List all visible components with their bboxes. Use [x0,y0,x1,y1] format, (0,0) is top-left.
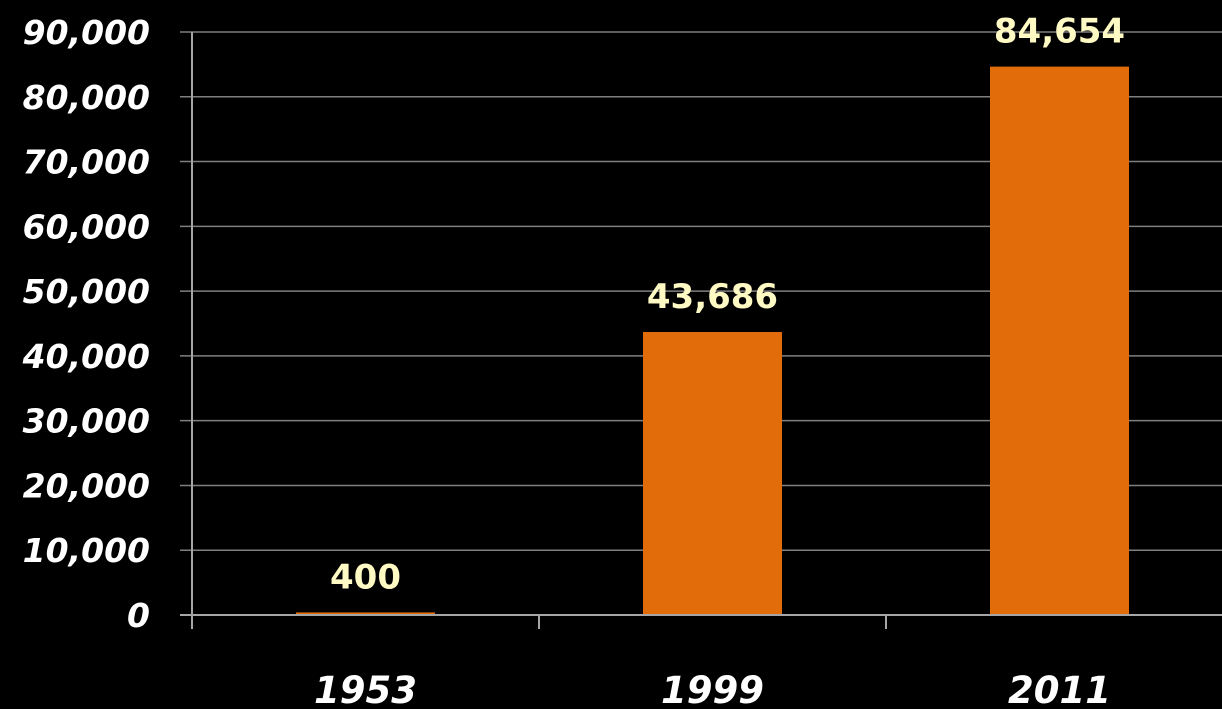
y-tick-label: 0 [127,596,150,635]
x-tick-label-1999: 1999 [661,669,764,709]
y-tick-label: 90,000 [23,13,150,52]
x-tick-label-1953: 1953 [314,669,417,709]
data-label-2011: 84,654 [994,12,1125,52]
bar-1953 [296,612,435,615]
bar-1999 [643,332,782,615]
y-tick-label: 40,000 [22,337,150,376]
x-tick-labels: 1953 1999 2011 [314,669,1111,709]
y-tick-label: 80,000 [23,78,150,117]
bars [296,66,1129,616]
axes [180,32,1222,629]
y-tick-label: 20,000 [23,466,150,505]
y-tick-label: 60,000 [23,207,150,246]
data-label-1953: 400 [330,557,401,597]
y-tick-labels: 0 10,000 20,000 30,000 40,000 50,000 60,000 70,… [22,13,150,635]
x-tick-label-2011: 2011 [1008,669,1111,709]
data-labels: 400 43,686 84,654 [330,12,1125,598]
bar-2011 [990,66,1129,616]
y-tick-label: 50,000 [23,272,150,311]
gridlines [180,31,1222,551]
y-tick-label: 70,000 [23,143,150,182]
data-label-1999: 43,686 [647,277,778,317]
y-tick-label: 30,000 [23,402,150,441]
y-tick-label: 10,000 [23,531,150,570]
